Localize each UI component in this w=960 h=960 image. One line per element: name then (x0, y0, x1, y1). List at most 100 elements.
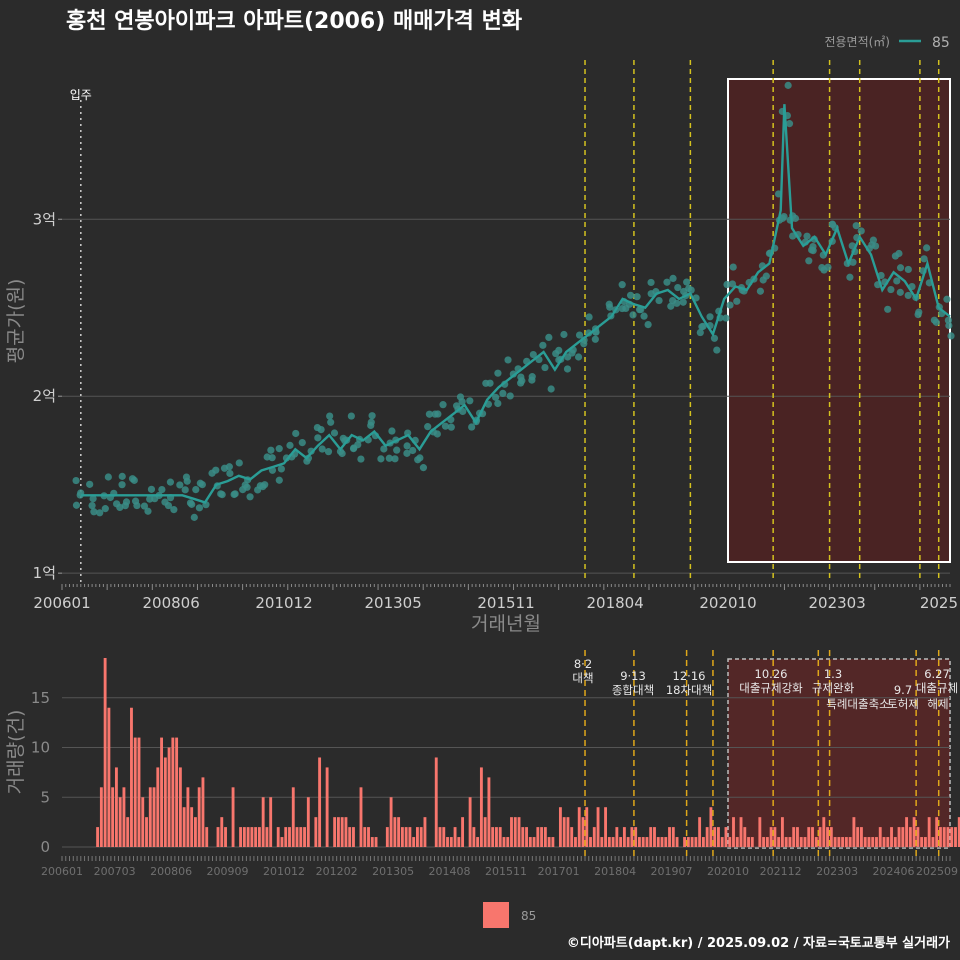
policy-date: 10.26 (755, 667, 788, 681)
scatter-point (243, 483, 251, 491)
x-tick-label-volume: 201701 (538, 865, 580, 878)
scatter-point (466, 397, 474, 405)
volume-bar (205, 827, 209, 847)
x-tick-label: 201511 (477, 594, 534, 612)
scatter-point (468, 423, 476, 431)
volume-bar (690, 837, 694, 847)
volume-bar (193, 817, 197, 847)
x-tick-label-volume: 200601 (41, 865, 83, 878)
scatter-point (186, 499, 195, 507)
scatter-point (893, 277, 901, 285)
scatter-point (633, 293, 641, 301)
volume-bar (607, 837, 611, 847)
volume-bar (649, 827, 653, 847)
scatter-point (547, 385, 555, 393)
scatter-point (354, 441, 362, 449)
volume-bar (871, 837, 875, 847)
volume-bar (318, 757, 322, 847)
scatter-point (722, 314, 730, 322)
volume-bar (818, 827, 822, 847)
scatter-point (685, 284, 693, 293)
policy-date: 9.7 (894, 683, 912, 697)
scatter-point (706, 313, 714, 321)
scatter-point (606, 303, 614, 311)
volume-bar (758, 817, 762, 847)
volume-bar (622, 827, 626, 847)
policy-date: 8·2 (574, 657, 592, 671)
scatter-point (192, 485, 200, 494)
scatter-point (635, 306, 644, 314)
scatter-point (268, 454, 276, 462)
volume-bar (709, 807, 713, 847)
volume-bar (389, 797, 393, 847)
scatter-point (943, 295, 951, 303)
volume-bar (242, 827, 246, 847)
scatter-point (528, 376, 536, 384)
x-tick-label-volume: 201907 (651, 865, 693, 878)
scatter-point (220, 464, 229, 472)
volume-bar (705, 827, 709, 847)
top-legend: 전용면적(㎡) 85 (824, 35, 949, 51)
volume-bar (780, 817, 784, 847)
policy-date: 1.3 (824, 667, 842, 681)
volume-bar (814, 837, 818, 847)
scatter-point (324, 448, 333, 456)
volume-bar (859, 827, 863, 847)
policy-date: 6.27 (924, 667, 950, 681)
volume-bar (352, 827, 355, 847)
volume-bar (558, 807, 562, 847)
volume-bar (950, 827, 954, 847)
volume-bar (645, 837, 649, 847)
volume-bar (946, 827, 950, 847)
volume-bar (449, 837, 453, 847)
y-tick-label: 2억 (33, 387, 56, 405)
volume-bar (122, 787, 126, 847)
scatter-point (710, 334, 719, 342)
scatter-point (235, 459, 243, 467)
volume-bar (419, 827, 423, 847)
series-line-85 (80, 104, 951, 504)
scatter-point (118, 481, 126, 489)
volume-bar (604, 807, 607, 847)
scatter-point (275, 476, 283, 484)
x-tick-label-volume: 202112 (760, 865, 802, 878)
volume-bar (156, 767, 160, 847)
scatter-point (122, 498, 131, 506)
volume-bar (126, 817, 130, 847)
volume-bar (299, 827, 303, 847)
scatter-point (560, 330, 568, 339)
scatter-point (96, 509, 104, 517)
scatter-point (486, 379, 494, 387)
volume-bar (145, 817, 148, 847)
x-tick-label: 201804 (586, 594, 643, 612)
volume-bar (747, 837, 750, 847)
volume-bar (698, 817, 702, 847)
scatter-point (575, 331, 584, 339)
volume-bar (269, 797, 273, 847)
volume-bar (570, 827, 574, 847)
x-tick-label: 201012 (255, 594, 312, 612)
scatter-point (655, 296, 663, 305)
volume-bar (446, 837, 449, 847)
scatter-point (330, 429, 339, 437)
volume-bar (517, 817, 521, 847)
volume-bar (303, 827, 306, 847)
scatter-point (385, 454, 393, 462)
scatter-point (317, 426, 325, 434)
scatter-point (441, 422, 450, 430)
volume-bar (585, 807, 589, 847)
volume-bar (735, 837, 739, 847)
volume-bar (498, 827, 502, 847)
volume-bar (626, 837, 630, 847)
scatter-point (518, 377, 526, 385)
scatter-point (393, 446, 401, 454)
volume-bar (130, 707, 133, 847)
scatter-point (164, 501, 173, 510)
scatter-point (104, 473, 112, 481)
scatter-point (181, 486, 189, 494)
volume-bar (897, 827, 901, 847)
bottom-legend: 85 (483, 902, 536, 928)
x-tick-label-volume: 200909 (207, 865, 249, 878)
scatter-point (76, 491, 84, 499)
volume-bar (856, 827, 860, 847)
